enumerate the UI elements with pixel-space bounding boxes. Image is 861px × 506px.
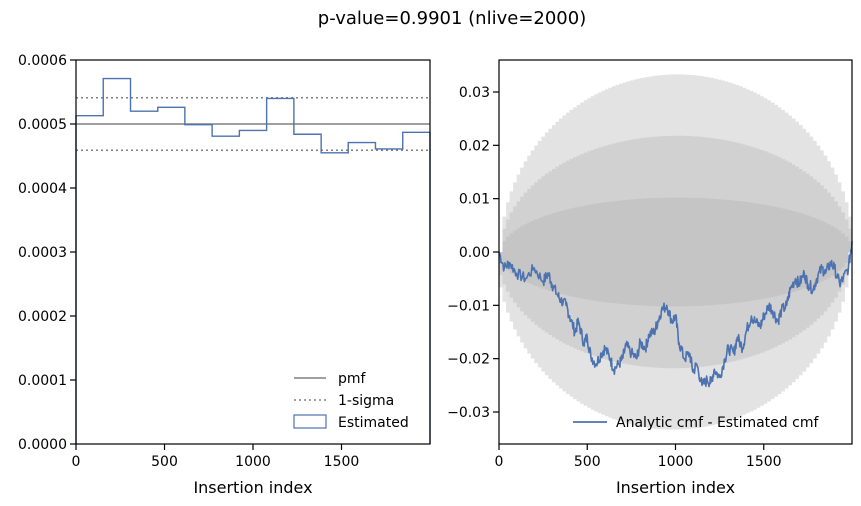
x-tick-label: 0 <box>72 454 81 470</box>
x-tick-label: 1500 <box>746 454 782 470</box>
legend-estimated-swatch <box>293 414 327 429</box>
y-tick-label: 0.0005 <box>18 117 67 133</box>
y-tick-label: −0.01 <box>447 298 490 314</box>
x-axis-label: Insertion index <box>616 478 735 497</box>
y-tick-label: 0.02 <box>459 138 490 154</box>
y-tick-label: −0.03 <box>447 405 490 421</box>
x-tick-label: 1000 <box>658 454 694 470</box>
legend-cmf-label: Analytic cmf - Estimated cmf <box>616 415 819 431</box>
y-tick-label: 0.0003 <box>18 245 67 261</box>
y-tick-label: −0.02 <box>447 352 490 368</box>
right-panel-cmf-difference: 0 500 1000 1500 −0.03 −0.02 −0.01 0.00 0.01 0.02 0… <box>447 59 853 497</box>
cmf-difference-line <box>498 241 853 388</box>
y-tick-label: 0.0004 <box>18 181 67 197</box>
y-tick-label: 0.03 <box>459 85 490 101</box>
x-tick-label: 1500 <box>324 454 360 470</box>
x-tick-label: 500 <box>574 454 601 470</box>
y-tick-label: 0.0000 <box>18 437 67 453</box>
left-panel-pmf: 0 500 1000 1500 0.0000 0.0001 0.0002 0.0003 0.00… <box>18 53 431 497</box>
estimated-histogram <box>75 77 431 444</box>
axes-frame <box>75 59 431 445</box>
confidence-band-2-sigma <box>499 135 852 369</box>
confidence-band-1-sigma <box>499 197 852 307</box>
y-tick-label: 0.0006 <box>18 53 67 69</box>
figure-title: p-value=0.9901 (nlive=2000) <box>318 8 586 29</box>
y-tick-label: 0.0001 <box>18 373 67 389</box>
legend-estimated-label: Estimated <box>338 415 409 431</box>
x-tick-label: 0 <box>495 454 504 470</box>
x-axis-label: Insertion index <box>193 478 312 497</box>
y-tick-label: 0.01 <box>459 192 490 208</box>
x-tick-label: 500 <box>151 454 178 470</box>
legend-pmf-label: pmf <box>338 371 367 387</box>
x-tick-label: 1000 <box>235 454 271 470</box>
legend-sigma-label: 1-sigma <box>338 393 394 409</box>
y-tick-label: 0.00 <box>459 245 490 261</box>
y-tick-label: 0.0002 <box>18 309 67 325</box>
